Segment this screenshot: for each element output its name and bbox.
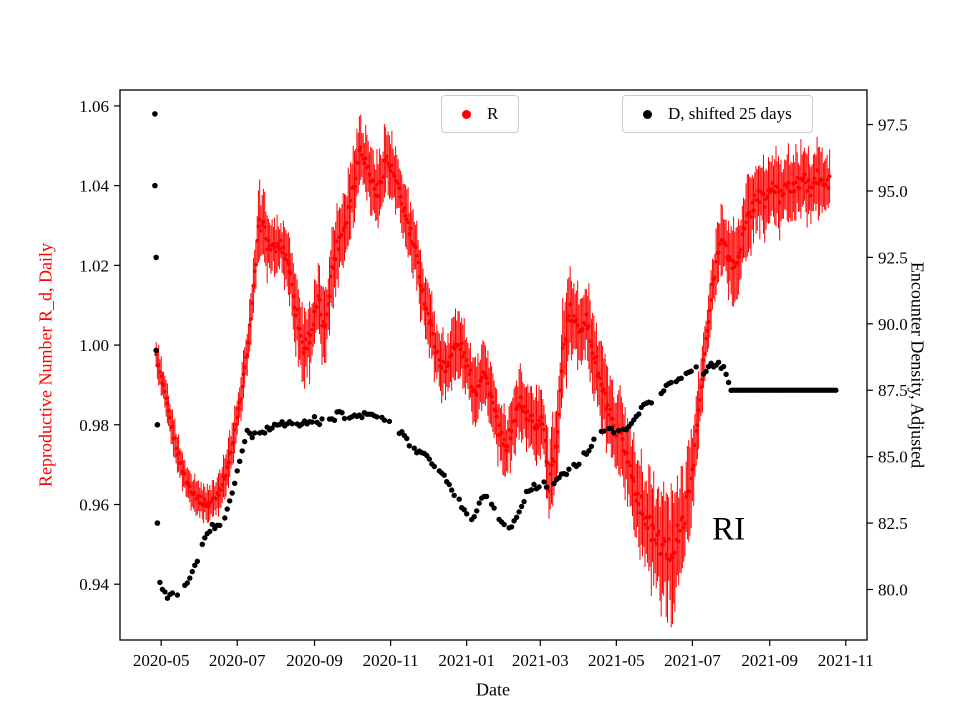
y-right-tick-label: 97.5 [878, 116, 908, 135]
x-tick-label: 2021-03 [512, 651, 569, 670]
x-tick-label: 2021-09 [741, 651, 798, 670]
legend-r-marker-icon [462, 109, 471, 119]
x-tick-label: 2020-07 [209, 651, 266, 670]
x-tick-label: 2020-11 [363, 651, 419, 670]
d-series-isolated-dot [152, 182, 158, 189]
y-right-tick-label: 90.0 [878, 315, 908, 334]
x-tick-label: 2020-09 [286, 651, 343, 670]
legend-d-label: D, shifted 25 days [668, 104, 792, 123]
y-left-tick-label: 1.00 [79, 336, 109, 355]
x-axis-label: Date [476, 679, 510, 700]
x-tick-label: 2021-05 [588, 651, 645, 670]
y-right-tick-label: 87.5 [878, 381, 908, 400]
x-tick-label: 2021-11 [818, 651, 874, 670]
y-left-tick-label: 0.98 [79, 416, 109, 435]
x-tick-label: 2020-05 [133, 651, 190, 670]
legend-d-marker-icon [643, 109, 652, 119]
annotation-ri: RI [712, 511, 746, 548]
d-series-isolated-dot [153, 254, 159, 261]
y-left-tick-label: 1.02 [79, 256, 109, 275]
left-axis-label: Reproductive Number R_d, Daily [35, 243, 56, 487]
y-left-tick-label: 0.96 [79, 495, 109, 514]
d-series-isolated-dot [153, 347, 159, 354]
plot-frame [119, 89, 868, 641]
y-left-tick-label: 1.04 [79, 177, 109, 196]
y-right-tick-label: 95.0 [878, 182, 908, 201]
d-series-dots [157, 359, 839, 601]
y-left-tick-label: 1.06 [79, 97, 109, 116]
d-series-isolated-dot [154, 520, 161, 526]
y-right-tick-label: 80.0 [878, 581, 908, 600]
y-right-tick-label: 85.0 [878, 448, 908, 467]
y-right-tick-label: 92.5 [878, 248, 908, 267]
right-axis-label: Encounter Density, Adjusted [907, 261, 928, 469]
x-tick-label: 2021-07 [664, 651, 721, 670]
y-left-tick-label: 0.94 [79, 575, 109, 594]
legend-d: D, shifted 25 days [622, 95, 813, 133]
d-series-isolated-dot [154, 421, 161, 428]
legend-r-label: R [487, 104, 499, 123]
d-series-isolated-dot [152, 111, 158, 117]
legend-r: R [441, 95, 520, 133]
y-right-tick-label: 82.5 [878, 514, 908, 533]
x-tick-label: 2021-01 [438, 651, 495, 670]
r-series-errorbars [155, 114, 831, 628]
r-series-dots [154, 145, 832, 563]
